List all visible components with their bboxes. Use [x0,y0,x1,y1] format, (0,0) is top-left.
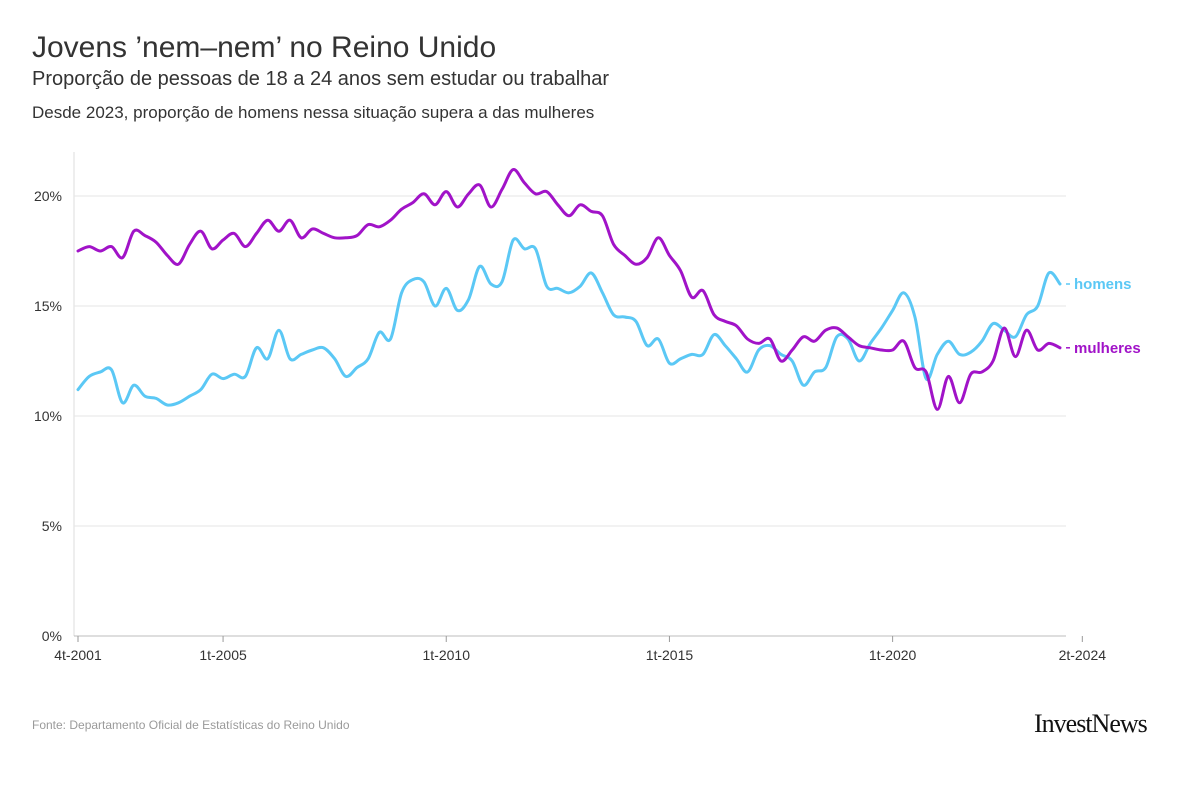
y-tick-label: 15% [34,298,62,314]
series-label-homens: homens [1074,276,1132,293]
x-tick-label: 1t-2020 [869,647,917,663]
series-label-mulheres: mulheres [1074,340,1141,357]
chart-note: Desde 2023, proporção de homens nessa si… [32,103,595,122]
x-tick-label: 1t-2010 [423,647,471,663]
chart-header: Jovens ’nem–nem’ no Reino Unido Proporçã… [32,30,609,123]
chart-title: Jovens ’nem–nem’ no Reino Unido [32,31,497,64]
y-tick-label: 10% [34,408,62,424]
series-line-homens [76,237,1062,407]
x-tick-label: 1t-2015 [646,647,694,663]
y-tick-label: 5% [42,518,62,534]
x-tick-label: 2t-2024 [1059,647,1107,663]
source-note: Fonte: Departamento Oficial de Estatísti… [32,718,350,732]
x-tick-label: 4t-2001 [54,647,102,663]
series-line-mulheres [76,168,1062,411]
x-tick-label: 1t-2005 [199,647,247,663]
chart-subtitle: Proporção de pessoas de 18 a 24 anos sem… [32,68,610,90]
y-tick-label: 0% [42,628,62,644]
y-tick-label: 20% [34,188,62,204]
brand-logo: InvestNews [1034,709,1148,738]
